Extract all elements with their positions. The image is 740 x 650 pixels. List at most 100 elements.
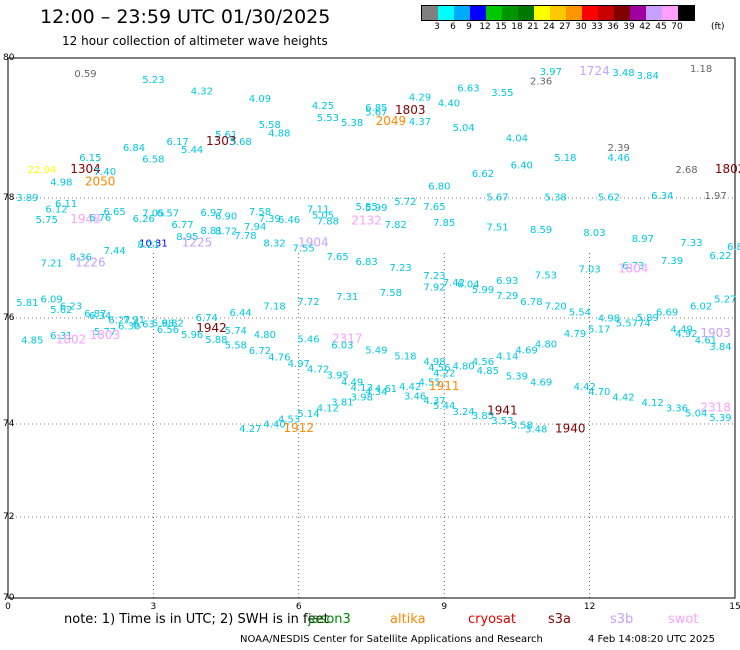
wave-height-value: 5.18	[554, 153, 576, 164]
wave-height-value: 7.72	[297, 297, 319, 308]
wave-height-value: 5.67	[365, 107, 387, 118]
pass-time-label: 1941	[487, 403, 518, 417]
wave-height-value: 5.23	[142, 75, 164, 86]
wave-height-value: 4.49	[671, 324, 693, 335]
wave-height-value: 5.99	[365, 203, 387, 214]
wave-height-value: 7.58	[380, 288, 402, 299]
color-scale-swatch	[630, 6, 646, 20]
wave-height-value: 7.94	[244, 222, 266, 233]
wave-height-value: 5.58	[225, 341, 247, 352]
wave-height-value: 6.77	[171, 220, 193, 231]
wave-height-value: 3.46	[404, 392, 426, 403]
wave-height-value: 5.58	[259, 120, 281, 131]
wave-height-value: 6.46	[278, 215, 300, 226]
wave-height-value: 4.25	[312, 101, 334, 112]
wave-height-value: 6.63	[457, 84, 479, 95]
pass-time-label: 1940	[555, 421, 586, 435]
wave-height-value: 4.85	[21, 335, 43, 346]
wave-height-value: 5.53	[317, 113, 339, 124]
wave-height-value: 7.42	[443, 278, 465, 289]
generation-timestamp: 4 Feb 14:08:20 UTC 2025	[588, 634, 715, 645]
wave-height-value: 4.37	[423, 396, 445, 407]
wave-height-value: 5.04	[452, 123, 474, 134]
wave-height-value: 5.44	[181, 145, 203, 156]
wave-height-value: 6.74	[196, 313, 218, 324]
latitude-tick-label: 74	[3, 419, 15, 429]
wave-height-value: 4.04	[506, 133, 528, 144]
wave-height-value: 3.24	[452, 407, 474, 418]
wave-height-value: 7.20	[545, 302, 567, 313]
wave-height-value: 6.62	[472, 169, 494, 180]
wave-height-value: 6.23	[60, 302, 82, 313]
wave-height-value: 5.49	[365, 346, 387, 357]
pass-time-label: 1303	[206, 134, 237, 148]
wave-height-value: 7.44	[103, 246, 125, 257]
wave-height-value: 4.97	[288, 359, 310, 370]
latitude-tick-label: 76	[3, 313, 15, 323]
wave-height-value: 7.18	[263, 302, 285, 313]
pass-time-label: 2318	[700, 400, 731, 414]
wave-height-value: 4.09	[249, 94, 271, 105]
wave-height-value: 4.85	[477, 366, 499, 377]
pass-time-label: 1225	[182, 236, 213, 250]
wave-height-value: 6.11	[55, 199, 77, 210]
wave-height-value: 6.30	[118, 322, 140, 333]
wave-height-value: 4.76	[268, 352, 290, 363]
wave-height-value: 6.85	[365, 103, 387, 114]
wave-height-value: 3.48	[612, 68, 634, 79]
wave-height-value: 4.98	[598, 314, 620, 325]
wave-height-value: 6.40	[511, 161, 533, 172]
wave-height-value: 5.68	[230, 137, 252, 148]
wave-height-value: 5.98	[152, 318, 174, 329]
wave-height-value: 6.17	[167, 137, 189, 148]
wave-height-value: 1.18	[690, 64, 712, 75]
pass-time-label: 1802	[56, 332, 87, 346]
wave-height-value: 5.99	[472, 285, 494, 296]
wave-height-value: 5.14	[297, 409, 319, 420]
color-scale-swatch	[502, 6, 518, 20]
latitude-tick-label: 72	[3, 512, 14, 522]
pass-time-label: 2049	[376, 114, 407, 128]
pass-time-label: 2132	[351, 213, 382, 227]
wave-height-value: 7.39	[661, 256, 683, 267]
pass-time-label: 1912	[284, 421, 315, 435]
color-scale-unit: (ft)	[711, 22, 725, 32]
wave-height-value: 6.09	[40, 294, 62, 305]
color-scale-swatch	[550, 6, 566, 20]
wave-height-value: 6.34	[651, 191, 673, 202]
color-scale-label: 45	[655, 22, 667, 32]
color-scale-label: 30	[575, 22, 587, 32]
wave-height-value: 22.94	[28, 165, 57, 176]
color-scale-swatch	[566, 6, 582, 20]
wave-height-value: 4.29	[409, 93, 431, 104]
wave-height-value: 8.72	[215, 227, 237, 238]
wave-height-value: 7.82	[385, 220, 407, 231]
wave-height-value: 6.84	[123, 143, 145, 154]
wave-height-value: 7.29	[496, 291, 518, 302]
wave-height-value: 3.53	[491, 416, 513, 427]
wave-height-value: 6.76	[89, 213, 111, 224]
wave-height-value: 6.63	[133, 320, 155, 331]
wave-height-value: 6.03	[331, 341, 353, 352]
wave-height-value: 8.36	[70, 252, 92, 263]
pass-time-label: 1804	[618, 261, 649, 275]
wave-height-value: 6.02	[690, 302, 712, 313]
wave-height-value: 8.21	[137, 240, 159, 251]
wave-height-value: 4.37	[409, 117, 431, 128]
wave-height-value: 4.80	[254, 330, 276, 341]
pass-time-label: 1724	[579, 64, 610, 78]
satellite-legend-altika: altika	[390, 612, 426, 627]
color-scale-label: 18	[511, 22, 523, 32]
wave-height-value: 4.56	[472, 357, 494, 368]
wave-height-value: 1.97	[704, 191, 726, 202]
wave-height-value: 5.54	[569, 308, 591, 319]
wave-height-value: 6.78	[520, 297, 542, 308]
latitude-tick-label: 70	[3, 593, 15, 603]
wave-height-value: 4.88	[268, 128, 290, 139]
wave-height-value: 7.65	[423, 202, 445, 213]
chart-title: 12:00 – 23:59 UTC 01/30/2025	[40, 6, 331, 28]
wave-height-value: 7.03	[578, 264, 600, 275]
pass-time-label: 1304	[70, 162, 101, 176]
wave-height-value: 5.96	[181, 330, 203, 341]
